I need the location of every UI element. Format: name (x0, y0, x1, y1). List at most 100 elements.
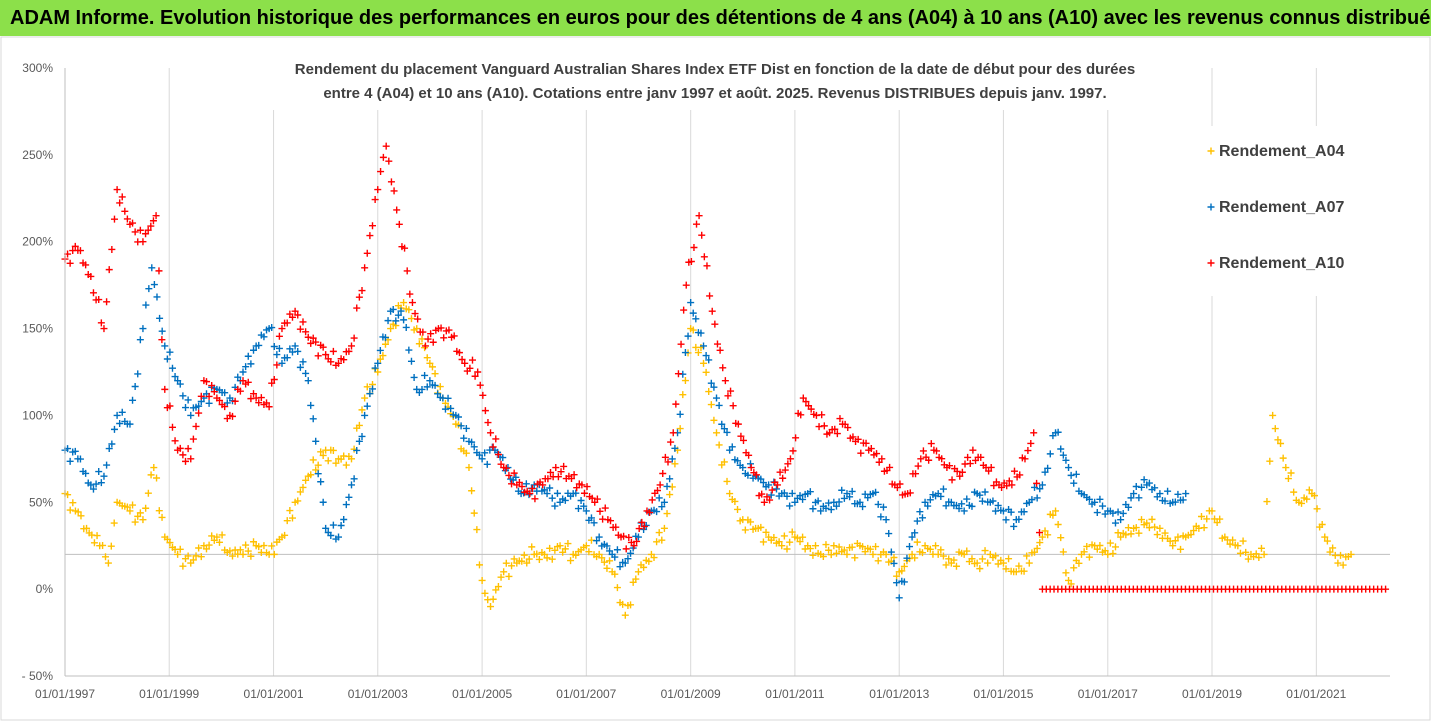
y-tick-label: 200% (22, 235, 53, 249)
data-point (312, 466, 320, 474)
data-point (345, 493, 353, 501)
data-point (213, 533, 221, 541)
data-point (405, 346, 413, 354)
data-point (473, 526, 481, 534)
y-tick-label: 250% (22, 148, 53, 162)
data-point (74, 508, 82, 516)
legend-label: Rendement_A07 (1219, 199, 1344, 216)
data-point (499, 454, 507, 462)
data-point (376, 346, 384, 354)
data-point (1003, 482, 1011, 490)
data-point (695, 212, 703, 220)
data-point (171, 437, 179, 445)
data-point (307, 401, 315, 409)
data-point (394, 311, 402, 319)
data-point (1104, 550, 1112, 558)
data-point (874, 500, 882, 508)
data-point (554, 473, 562, 481)
data-point (1023, 552, 1031, 560)
data-point (77, 512, 85, 520)
legend-marker (1207, 203, 1215, 211)
data-point (799, 394, 807, 402)
data-point (551, 546, 559, 554)
data-point (660, 524, 668, 532)
data-point (366, 390, 374, 398)
data-point (830, 542, 838, 550)
data-point (314, 461, 322, 469)
data-point (650, 554, 658, 562)
data-point (176, 380, 184, 388)
data-point (1057, 534, 1065, 542)
data-point (1099, 502, 1107, 510)
data-point (494, 583, 502, 591)
data-point (635, 525, 643, 533)
data-point (379, 153, 387, 161)
data-point (179, 451, 187, 459)
data-point (1203, 515, 1211, 523)
data-point (363, 249, 371, 257)
data-point (421, 371, 429, 379)
data-point (136, 226, 144, 234)
data-point (239, 550, 247, 558)
data-point (508, 480, 516, 488)
data-point (236, 387, 244, 395)
y-tick-label: 300% (22, 61, 53, 75)
data-point (309, 456, 317, 464)
data-point (260, 542, 268, 550)
data-point (655, 494, 663, 502)
data-point (703, 262, 711, 270)
data-point (822, 504, 830, 512)
data-point (1252, 550, 1260, 558)
data-point (155, 267, 163, 275)
data-point (945, 462, 953, 470)
data-point (116, 199, 124, 207)
data-point (314, 470, 322, 478)
data-point (593, 537, 601, 545)
data-point (390, 187, 398, 195)
data-point (632, 575, 640, 583)
data-point (818, 411, 826, 419)
data-point (859, 503, 867, 511)
data-point (520, 551, 528, 559)
data-point (851, 554, 859, 562)
data-point (710, 416, 718, 424)
data-point (355, 293, 363, 301)
data-point (408, 299, 416, 307)
data-point (192, 422, 200, 430)
data-point (407, 357, 415, 365)
data-point (849, 433, 857, 441)
data-point (353, 446, 361, 454)
data-point (1036, 529, 1043, 537)
data-point (484, 419, 492, 427)
data-point (992, 552, 1000, 560)
data-point (893, 572, 901, 580)
data-point (475, 451, 483, 459)
x-tick-label: 01/01/1999 (139, 687, 199, 701)
data-point (914, 462, 922, 470)
data-point (937, 546, 945, 554)
data-point (184, 396, 192, 404)
data-point (512, 473, 520, 481)
data-point (319, 451, 327, 459)
data-point (475, 561, 483, 569)
data-point (1093, 545, 1101, 553)
data-point (879, 503, 887, 511)
data-point (809, 505, 817, 513)
data-point (1226, 540, 1234, 548)
data-point (561, 545, 569, 553)
data-point (1277, 440, 1285, 448)
data-point (681, 349, 689, 357)
data-point (176, 444, 184, 452)
data-point (793, 534, 801, 542)
data-point (288, 313, 296, 321)
data-point (1239, 537, 1247, 545)
data-point (926, 545, 934, 553)
data-point (148, 264, 156, 272)
data-point (603, 564, 611, 572)
chart-title-line-1: Rendement du placement Vanguard Australi… (295, 61, 1135, 78)
data-point (862, 439, 870, 447)
data-point (250, 346, 258, 354)
data-point (379, 352, 387, 360)
data-point (731, 497, 739, 505)
data-point (525, 555, 533, 563)
